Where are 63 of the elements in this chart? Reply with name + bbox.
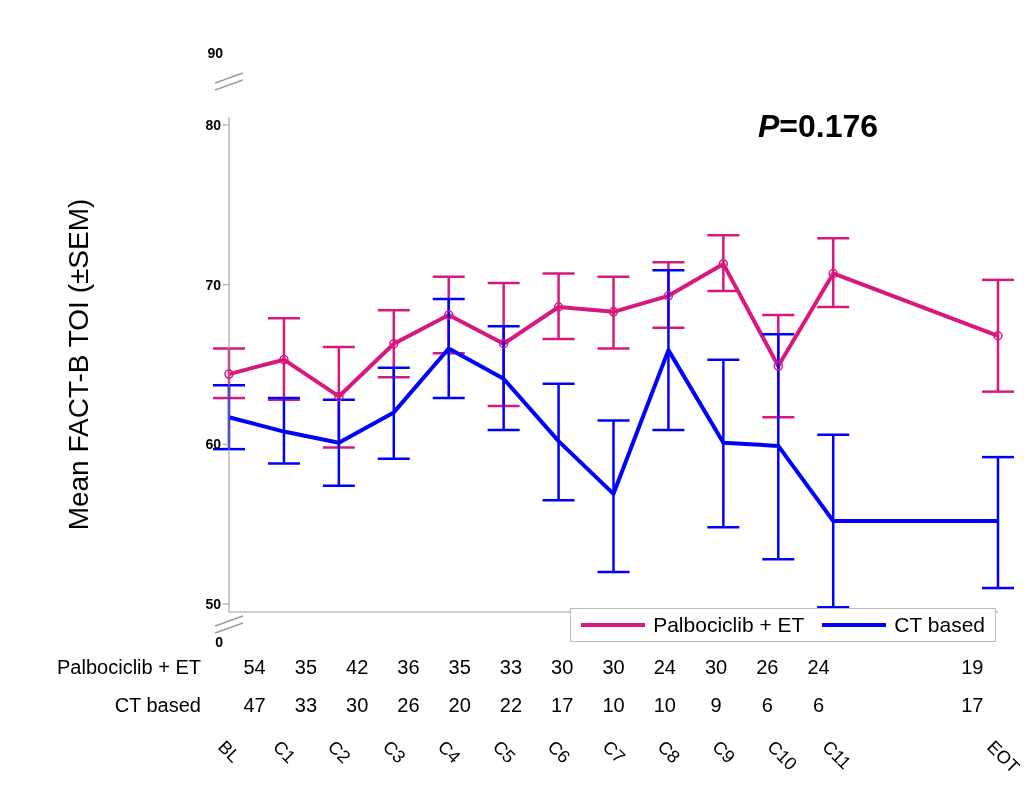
text: 17: [550, 694, 575, 717]
point: [443, 310, 454, 320]
point: [553, 302, 564, 312]
text: 0: [215, 634, 223, 650]
point: [334, 391, 344, 402]
text: 22: [498, 694, 524, 717]
text: 30: [601, 656, 626, 679]
x-tick-label: C3: [378, 736, 410, 768]
text: 30: [345, 694, 370, 717]
text: 90: [207, 45, 223, 61]
x-tick-label: C2: [324, 736, 355, 768]
x-tick-label: C4: [433, 736, 465, 768]
point: [828, 268, 838, 279]
text: 35: [293, 656, 318, 679]
text: 30: [703, 656, 729, 679]
text: 17: [960, 694, 985, 717]
legend-label: Palbociclib + ET: [653, 613, 805, 637]
x-tick-label: C1: [269, 736, 300, 768]
text: 33: [498, 656, 524, 679]
text: 24: [652, 656, 677, 679]
text: 6: [812, 694, 826, 717]
x-tick-label: C10: [763, 736, 801, 775]
text: 9: [709, 694, 723, 717]
point: [279, 354, 289, 365]
x-tick-label: BL: [214, 736, 244, 767]
text: 10: [652, 694, 677, 717]
text: 54: [242, 656, 267, 679]
point: [663, 291, 674, 301]
point: [224, 369, 234, 379]
text: CT based: [114, 694, 201, 717]
point: [608, 307, 619, 317]
x-tick-label: C6: [543, 736, 575, 768]
x-tick-label: C11: [818, 736, 855, 774]
text: 20: [447, 694, 472, 717]
text: 24: [806, 656, 831, 679]
y-tick-label: 80: [205, 116, 222, 133]
annotation: P=0.176: [758, 108, 879, 144]
text: 33: [293, 694, 318, 717]
y-tick-label: 60: [205, 436, 222, 453]
text: 35: [447, 656, 472, 679]
text: Palbociclib + ET: [57, 656, 201, 679]
y-axis-title: Mean FACT-B TOI (±SEM): [62, 198, 94, 531]
y-tick-label: 50: [205, 595, 222, 612]
text: 42: [345, 656, 370, 679]
text: 6: [760, 694, 774, 717]
point: [773, 361, 784, 371]
point: [389, 338, 399, 349]
text: 36: [396, 656, 421, 679]
text: 26: [396, 694, 421, 717]
text: 26: [755, 656, 780, 679]
y-tick-label: 70: [205, 276, 222, 293]
x-tick-label: C8: [653, 736, 685, 768]
x-tick-label: C9: [708, 736, 739, 768]
point: [718, 259, 729, 269]
point: [993, 331, 1003, 341]
point: [498, 338, 509, 349]
x-tick-label: C7: [598, 736, 630, 768]
text: 47: [242, 694, 267, 717]
x-tick-label: C5: [488, 736, 520, 768]
legend-label: CT based: [894, 613, 985, 637]
text: 10: [601, 694, 626, 717]
text: 30: [550, 656, 575, 679]
text: 19: [960, 656, 985, 679]
